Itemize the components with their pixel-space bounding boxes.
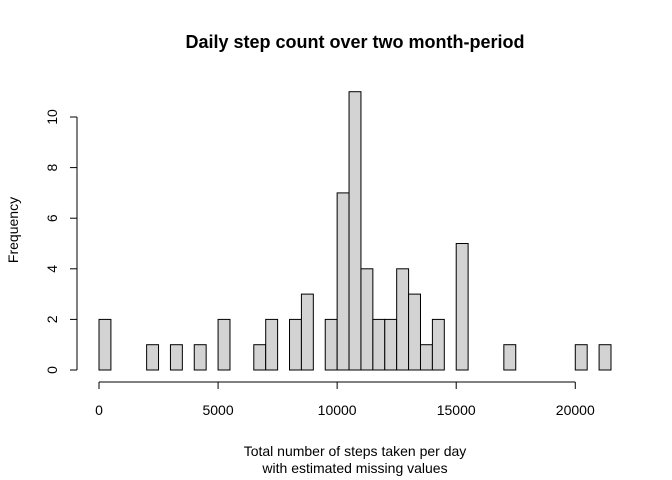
histogram-bar-12 [360, 268, 374, 371]
x-tick-label-3: 15000 [437, 402, 476, 418]
histogram-bar-17 [419, 344, 433, 371]
histogram-bar-22 [598, 344, 612, 371]
histogram-bar-11 [348, 91, 362, 371]
histogram-bar-6 [265, 318, 279, 371]
y-tick-label-0: 0 [44, 366, 60, 374]
y-tick-label-1: 2 [44, 315, 60, 323]
histogram-bar-15 [396, 268, 410, 371]
x-tick-label-1: 5000 [202, 402, 233, 418]
histogram-bar-19 [455, 243, 469, 371]
histogram-bar-14 [384, 318, 398, 371]
histogram-bar-16 [408, 293, 421, 371]
histogram-bar-0 [98, 318, 112, 371]
bars-group [98, 91, 612, 371]
histogram-bar-18 [431, 318, 445, 371]
x-tick-label-4: 20000 [556, 402, 595, 418]
histogram-bar-13 [372, 318, 386, 371]
y-tick-label-4: 8 [44, 163, 60, 171]
x-axis-label: Total number of steps taken per day [244, 443, 467, 459]
histogram-bar-4 [217, 318, 231, 371]
x-tick-label-2: 10000 [318, 402, 357, 418]
histogram-bar-8 [300, 293, 314, 371]
histogram-bar-7 [289, 318, 302, 371]
histogram-bar-5 [253, 344, 267, 371]
histogram-bar-9 [324, 318, 338, 371]
y-axis-label: Frequency [5, 197, 21, 263]
histogram-bar-3 [193, 344, 207, 371]
y-tick-label-5: 10 [44, 109, 60, 125]
y-tick-label-3: 6 [44, 214, 60, 222]
x-axis-label-line2: with estimated missing values [261, 460, 447, 476]
y-axis: 0 2 4 6 8 10 [44, 109, 78, 374]
x-axis: 0 5000 10000 15000 20000 [95, 381, 595, 418]
histogram-bar-10 [336, 192, 350, 371]
chart-title: Daily step count over two month-period [185, 32, 524, 52]
y-tick-label-2: 4 [44, 265, 60, 273]
histogram-bar-2 [169, 344, 183, 371]
histogram-bar-20 [503, 344, 517, 371]
histogram-bar-21 [574, 344, 588, 371]
x-tick-label-0: 0 [95, 402, 103, 418]
histogram-bar-1 [146, 344, 160, 371]
